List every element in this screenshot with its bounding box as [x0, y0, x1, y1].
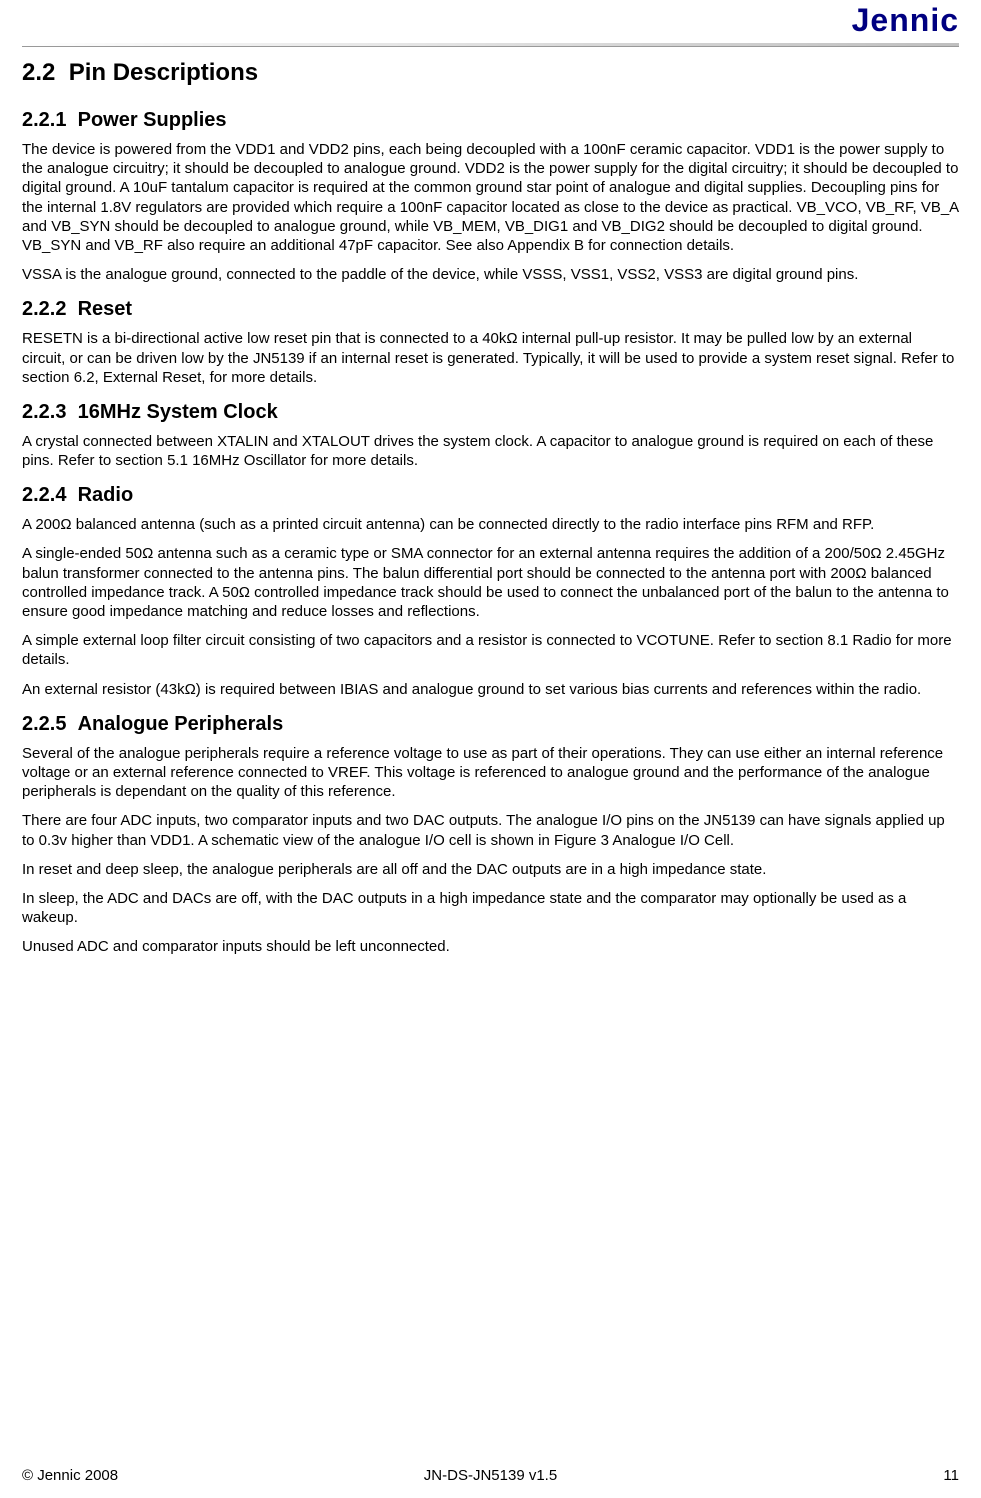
footer-docid: JN-DS-JN5139 v1.5	[334, 1467, 646, 1484]
section-title: Pin Descriptions	[69, 59, 258, 86]
subsection-number: 2.2.3	[22, 401, 66, 423]
paragraph: The device is powered from the VDD1 and …	[22, 140, 959, 255]
subsection-number: 2.2.4	[22, 484, 66, 506]
subsection-number: 2.2.1	[22, 109, 66, 131]
paragraph: An external resistor (43kΩ) is required …	[22, 680, 959, 699]
subsection-heading-analogue: 2.2.5 Analogue Peripherals	[22, 713, 959, 736]
paragraph: VSSA is the analogue ground, connected t…	[22, 265, 959, 284]
brand-logo: Jennic	[852, 2, 959, 39]
page-footer: © Jennic 2008 JN-DS-JN5139 v1.5 11	[22, 1457, 959, 1498]
subsection-heading-radio: 2.2.4 Radio	[22, 484, 959, 507]
paragraph: RESETN is a bi-directional active low re…	[22, 329, 959, 387]
subsection-number: 2.2.5	[22, 713, 66, 735]
section-number: 2.2	[22, 59, 55, 86]
paragraph: There are four ADC inputs, two comparato…	[22, 811, 959, 849]
paragraph: A crystal connected between XTALIN and X…	[22, 432, 959, 470]
paragraph: In sleep, the ADC and DACs are off, with…	[22, 889, 959, 927]
subsection-title: Reset	[78, 298, 132, 320]
subsection-heading-power: 2.2.1 Power Supplies	[22, 109, 959, 132]
subsection-title: Power Supplies	[78, 109, 227, 131]
paragraph: Unused ADC and comparator inputs should …	[22, 937, 959, 956]
footer-copyright: © Jennic 2008	[22, 1467, 334, 1484]
paragraph: A simple external loop filter circuit co…	[22, 631, 959, 669]
paragraph: A 200Ω balanced antenna (such as a print…	[22, 515, 959, 534]
subsection-title: Analogue Peripherals	[78, 713, 284, 735]
paragraph: Several of the analogue peripherals requ…	[22, 744, 959, 802]
paragraph: A single-ended 50Ω antenna such as a cer…	[22, 544, 959, 621]
header-divider	[22, 43, 959, 47]
subsection-title: 16MHz System Clock	[78, 401, 278, 423]
footer-pagenum: 11	[647, 1467, 959, 1484]
page-content: 2.2 Pin Descriptions 2.2.1 Power Supplie…	[22, 53, 959, 1457]
paragraph: In reset and deep sleep, the analogue pe…	[22, 860, 959, 879]
subsection-heading-reset: 2.2.2 Reset	[22, 298, 959, 321]
subsection-title: Radio	[78, 484, 134, 506]
section-heading: 2.2 Pin Descriptions	[22, 59, 959, 87]
subsection-number: 2.2.2	[22, 298, 66, 320]
subsection-heading-clock: 2.2.3 16MHz System Clock	[22, 401, 959, 424]
page-header: Jennic	[22, 0, 959, 43]
